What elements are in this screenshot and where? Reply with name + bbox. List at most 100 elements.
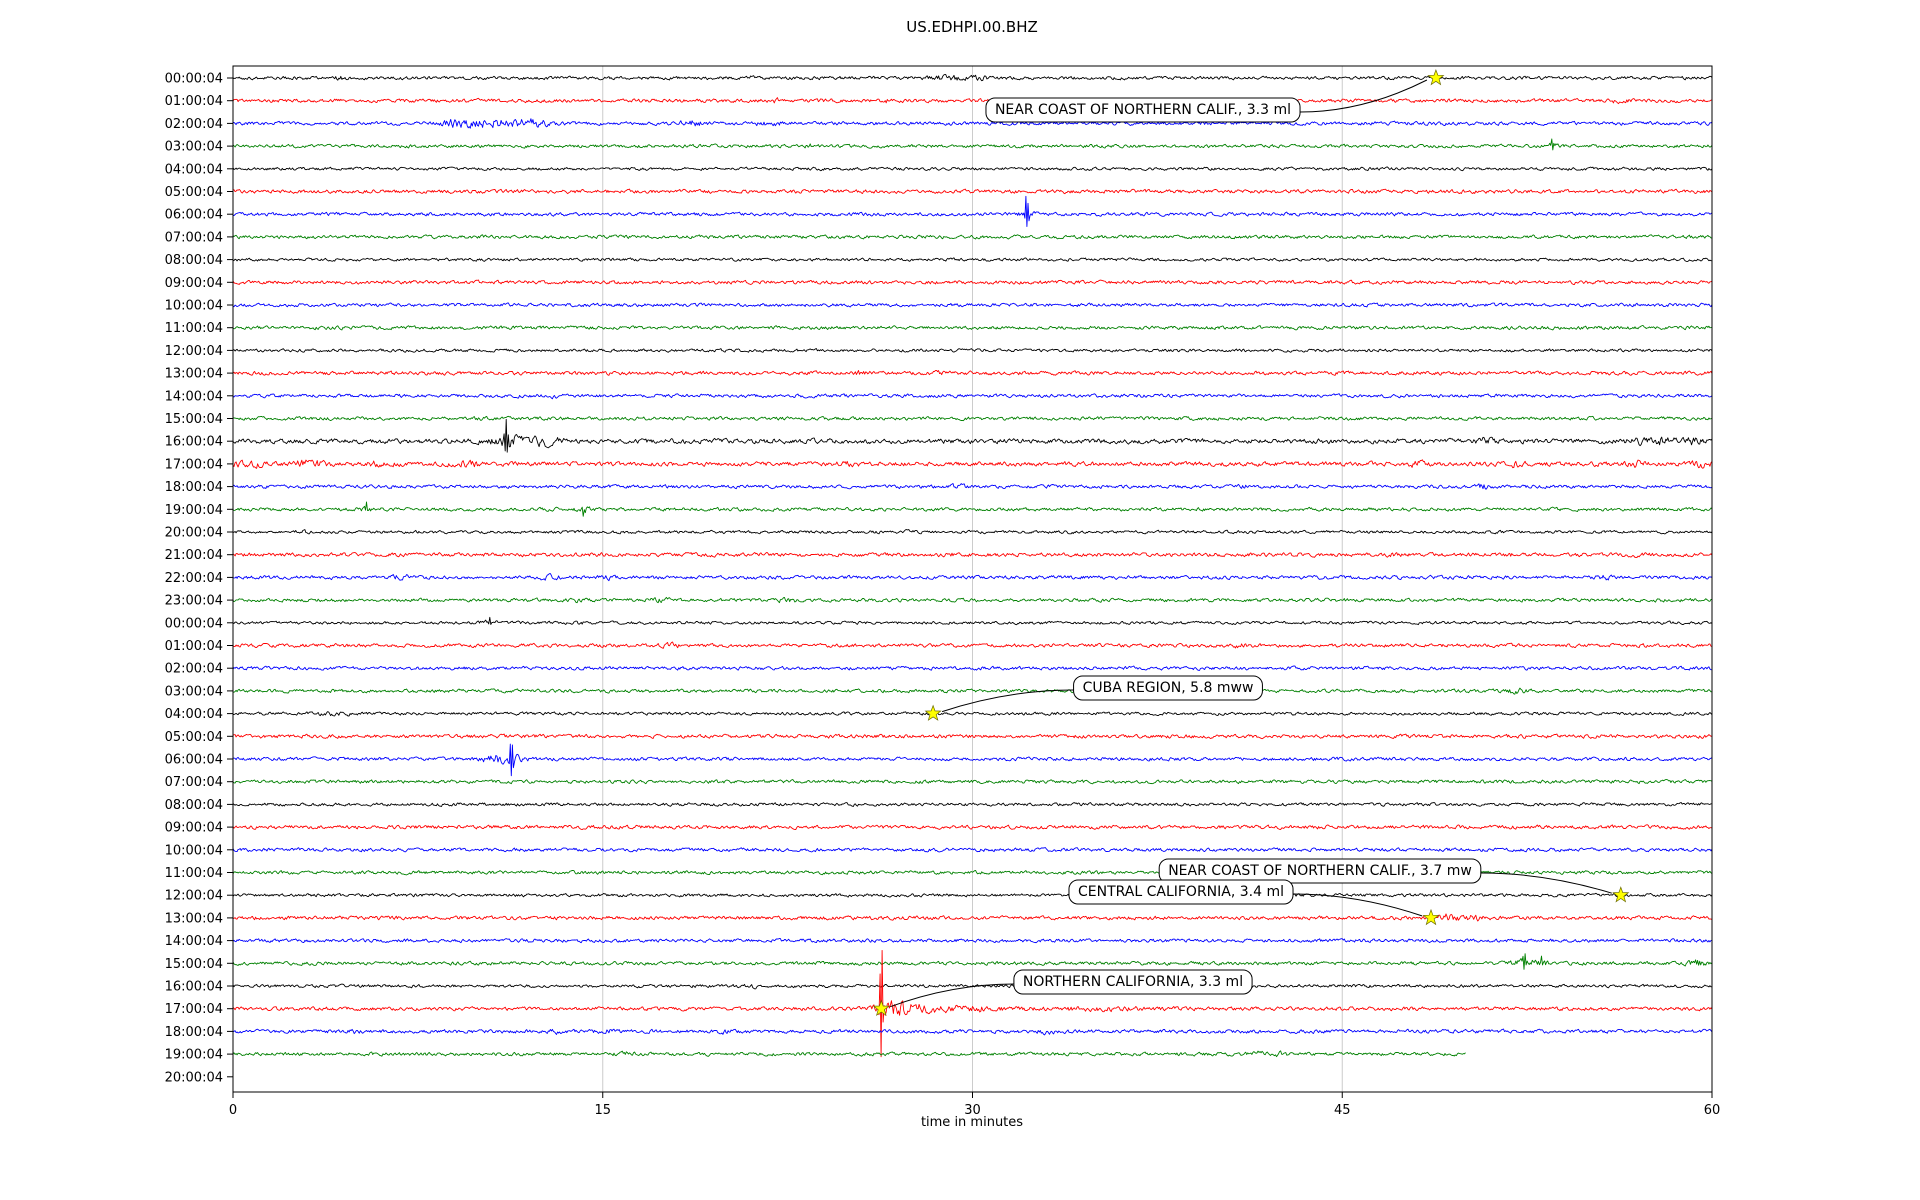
- trace-row: [232, 938, 1713, 944]
- trace-row: [232, 847, 1713, 853]
- trace-row: [232, 824, 1713, 831]
- event-connector: [1292, 893, 1423, 917]
- row-label: 16:00:04: [165, 435, 223, 450]
- event-connector: [890, 983, 1014, 1008]
- trace-row: [232, 188, 1713, 195]
- event-callout-box: [1013, 969, 1253, 995]
- row-label: 14:00:04: [165, 389, 223, 404]
- trace-row: [232, 166, 1713, 172]
- row-label: 00:00:04: [165, 616, 223, 631]
- event-star-icon: [1427, 68, 1445, 86]
- trace-row: [232, 279, 1713, 285]
- trace-row: [232, 743, 1713, 777]
- trace-row: [232, 733, 1713, 740]
- row-label: 05:00:04: [165, 730, 223, 745]
- trace-row: [232, 195, 1713, 227]
- row-label: 18:00:04: [165, 1025, 223, 1040]
- row-label: 04:00:04: [165, 707, 223, 722]
- row-label: 16:00:04: [165, 980, 223, 995]
- row-label: 20:00:04: [165, 526, 223, 541]
- row-label: 13:00:04: [165, 367, 223, 382]
- trace-row: [232, 1028, 1713, 1036]
- x-axis-label: time in minutes: [921, 1115, 1023, 1130]
- event-star-icon: [1612, 886, 1630, 903]
- trace-row: [232, 459, 1713, 469]
- event-callout: NEAR COAST OF NORTHERN CALIF., 3.7 mw: [1158, 858, 1482, 884]
- event-callout: NORTHERN CALIFORNIA, 3.3 ml: [1013, 969, 1253, 995]
- event-callout-label: NEAR COAST OF NORTHERN CALIF., 3.7 mw: [1168, 863, 1472, 879]
- marker-layer: [872, 68, 1630, 1017]
- row-label: 10:00:04: [165, 299, 223, 314]
- row-label: 09:00:04: [165, 276, 223, 291]
- trace-row: [232, 138, 1713, 151]
- x-tick-label: 45: [1334, 1103, 1351, 1118]
- event-callout: CENTRAL CALIFORNIA, 3.4 ml: [1068, 879, 1294, 905]
- trace-row: [232, 257, 1713, 263]
- row-label: 00:00:04: [165, 72, 223, 87]
- callout-layer: NEAR COAST OF NORTHERN CALIF., 3.3 ml CUB…: [985, 97, 1482, 995]
- trace-row: [232, 687, 1713, 695]
- trace-row: [232, 325, 1713, 331]
- connector-layer: [890, 79, 1612, 1008]
- trace-row: [232, 953, 1713, 970]
- row-label: 15:00:04: [165, 957, 223, 972]
- trace-row: [232, 483, 1713, 490]
- event-connector: [1480, 872, 1612, 894]
- x-tick-label: 60: [1704, 1103, 1721, 1118]
- trace-row: [232, 393, 1713, 400]
- row-label: 21:00:04: [165, 548, 223, 563]
- row-label: 01:00:04: [165, 94, 223, 109]
- trace-row: [232, 97, 1712, 105]
- row-label: 13:00:04: [165, 911, 223, 926]
- row-label: 07:00:04: [165, 230, 223, 245]
- trace-row: [232, 74, 1713, 82]
- row-label: 06:00:04: [165, 753, 223, 768]
- row-label: 07:00:04: [165, 775, 223, 790]
- row-label: 01:00:04: [165, 639, 223, 654]
- trace-row: [232, 616, 1713, 626]
- row-label: 15:00:04: [165, 412, 223, 427]
- event-callout-box: [1158, 858, 1482, 884]
- trace-row: [232, 665, 1713, 671]
- row-label: 09:00:04: [165, 821, 223, 836]
- row-label: 10:00:04: [165, 843, 223, 858]
- row-label: 02:00:04: [165, 117, 223, 132]
- axes-layer: 00:00:04 01:00:04 02:00:04 03:00:04 04:00:04…: [165, 65, 1721, 1118]
- x-tick-label: 15: [594, 1103, 611, 1118]
- row-label: 18:00:04: [165, 480, 223, 495]
- event-callout-label: NORTHERN CALIFORNIA, 3.3 ml: [1023, 974, 1243, 990]
- event-callout-label: NEAR COAST OF NORTHERN CALIF., 3.3 ml: [995, 102, 1291, 118]
- event-callout: NEAR COAST OF NORTHERN CALIF., 3.3 ml: [985, 97, 1301, 123]
- trace-row: [232, 596, 1713, 604]
- grid-layer: [602, 66, 1343, 1092]
- trace-row: [232, 892, 1713, 898]
- event-star-icon: [924, 704, 942, 721]
- trace-row: [232, 573, 1713, 582]
- row-label: 22:00:04: [165, 571, 223, 586]
- chart-root: 00:00:04 01:00:04 02:00:04 03:00:04 04:00:04…: [165, 65, 1721, 1118]
- trace-row: [232, 983, 1713, 990]
- event-callout-box: [985, 97, 1301, 123]
- trace-row: [232, 551, 1713, 558]
- trace-row: [232, 118, 1713, 129]
- row-label: 08:00:04: [165, 253, 223, 268]
- trace-row: [232, 949, 1713, 1058]
- event-callout-box: [1068, 879, 1294, 905]
- row-label: 23:00:04: [165, 594, 223, 609]
- row-label: 04:00:04: [165, 162, 223, 177]
- row-label: 14:00:04: [165, 934, 223, 949]
- row-label: 11:00:04: [165, 866, 223, 881]
- row-label: 06:00:04: [165, 208, 223, 223]
- trace-row: [232, 779, 1713, 785]
- x-tick-label: 0: [229, 1103, 237, 1118]
- trace-row: [232, 1050, 1466, 1058]
- row-label: 12:00:04: [165, 344, 223, 359]
- event-connector: [941, 689, 1074, 713]
- trace-row: [232, 529, 1713, 535]
- trace-row: [232, 234, 1713, 240]
- trace-row: [232, 418, 1713, 453]
- row-label: 03:00:04: [165, 140, 223, 155]
- event-star-icon: [1422, 908, 1440, 926]
